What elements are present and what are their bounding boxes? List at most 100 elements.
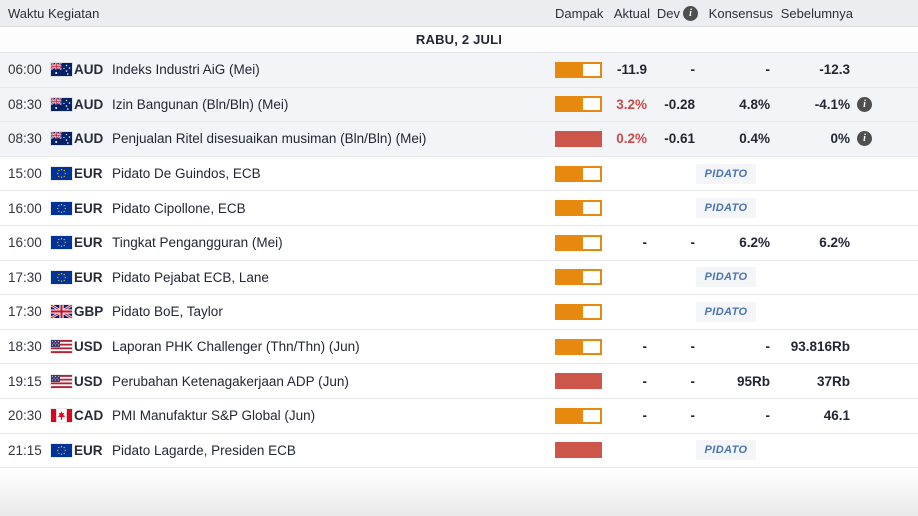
info-icon[interactable]: i: [857, 131, 872, 147]
info-slot: i: [850, 62, 907, 77]
event-values: 0.2% -0.61 0.4% 0% i: [602, 131, 907, 147]
dev-info-icon[interactable]: i: [683, 5, 698, 21]
currency-code: AUD: [74, 96, 104, 112]
actual-value: -: [642, 373, 648, 389]
speech-badge-area: PIDATO: [602, 198, 850, 219]
event-row[interactable]: 17:30 EUR Pidato Pejabat ECB, Lane PIDAT…: [0, 260, 918, 296]
event-row[interactable]: 15:00 EUR Pidato De Guindos, ECB PIDATO: [0, 156, 918, 192]
speech-badge[interactable]: PIDATO: [695, 301, 757, 322]
event-name[interactable]: Pidato De Guindos, ECB: [112, 166, 261, 182]
consensus-value: 6.2%: [739, 235, 770, 251]
event-values: - - 95Rb 37Rb i: [602, 374, 907, 389]
event-name[interactable]: PMI Manufaktur S&P Global (Jun): [112, 408, 316, 424]
event-row[interactable]: 18:30 USD Laporan PHK Challenger (Thn/Th…: [0, 329, 918, 365]
currency-code: AUD: [74, 62, 104, 78]
previous-value: 93.816Rb: [790, 339, 850, 355]
impact-indicator: [555, 303, 602, 320]
country-flag-icon: [51, 201, 74, 215]
consensus-value: -: [765, 62, 771, 78]
date-row: RABU, 2 JULI: [0, 27, 918, 53]
impact-indicator: [555, 61, 602, 78]
previous-value: 0%: [830, 131, 850, 147]
speech-badge[interactable]: PIDATO: [695, 440, 757, 461]
previous-value: -4.1%: [814, 96, 850, 112]
deviation-value: -0.61: [664, 131, 695, 147]
country-flag-icon: [51, 305, 74, 319]
event-time: 18:30: [8, 339, 42, 355]
event-row[interactable]: 20:30 CAD PMI Manufaktur S&P Global (Jun…: [0, 398, 918, 434]
currency-code: EUR: [74, 442, 103, 458]
col-header-dev: Dev i: [650, 5, 698, 21]
currency-code: CAD: [74, 408, 104, 424]
country-flag-icon: [51, 340, 74, 354]
event-time: 21:15: [8, 442, 42, 458]
impact-indicator: [555, 338, 602, 355]
speech-badge[interactable]: PIDATO: [695, 198, 757, 219]
col-header-kegiatan: Kegiatan: [48, 5, 100, 21]
currency-code: AUD: [74, 131, 104, 147]
currency-code: EUR: [74, 269, 103, 285]
actual-value: -: [642, 339, 648, 355]
event-time: 15:00: [8, 166, 42, 182]
speech-badge-area: PIDATO: [602, 301, 850, 322]
actual-value: -: [642, 408, 648, 424]
previous-value: 6.2%: [819, 235, 850, 251]
event-name[interactable]: Laporan PHK Challenger (Thn/Thn) (Jun): [112, 339, 360, 355]
event-name[interactable]: Pidato Lagarde, Presiden ECB: [112, 442, 296, 458]
info-icon[interactable]: i: [857, 96, 872, 112]
speech-badge[interactable]: PIDATO: [695, 163, 757, 184]
country-flag-icon: [51, 63, 74, 77]
impact-indicator: [555, 200, 602, 217]
currency-code: EUR: [74, 166, 103, 182]
event-row[interactable]: 16:00 EUR Pidato Cipollone, ECB PIDATO: [0, 191, 918, 226]
event-name[interactable]: Tingkat Pengangguran (Mei): [112, 235, 283, 251]
deviation-value: -: [690, 408, 696, 424]
impact-indicator: [555, 130, 602, 147]
country-flag-icon: [51, 374, 74, 388]
col-header-dampak: Dampak: [555, 5, 604, 21]
event-time: 06:00: [8, 62, 42, 78]
speech-badge-area: PIDATO: [602, 267, 850, 288]
event-values: - - 6.2% 6.2% i: [602, 235, 907, 250]
event-name[interactable]: Indeks Industri AiG (Mei): [112, 62, 260, 78]
event-name[interactable]: Pidato Cipollone, ECB: [112, 200, 246, 216]
currency-code: EUR: [74, 235, 103, 251]
deviation-value: -: [690, 339, 696, 355]
currency-code: USD: [74, 339, 103, 355]
consensus-value: 95Rb: [736, 373, 770, 389]
event-name[interactable]: Penjualan Ritel disesuaikan musiman (Bln…: [112, 131, 427, 147]
event-row[interactable]: 16:00 EUR Tingkat Pengangguran (Mei) - -…: [0, 225, 918, 261]
event-row[interactable]: 06:00 AUD Indeks Industri AiG (Mei) -11.…: [0, 53, 918, 88]
event-row[interactable]: 17:30 GBP Pidato BoE, Taylor PIDATO: [0, 295, 918, 330]
event-row[interactable]: 21:15 EUR Pidato Lagarde, Presiden ECB P…: [0, 433, 918, 469]
country-flag-icon: [51, 270, 74, 284]
event-row[interactable]: 19:15 USD Perubahan Ketenagakerjaan ADP …: [0, 364, 918, 399]
event-values: - - - 46.1 i: [602, 408, 907, 423]
impact-indicator: [555, 96, 602, 113]
currency-code: EUR: [74, 200, 103, 216]
previous-value: -12.3: [819, 62, 850, 78]
country-flag-icon: [51, 167, 74, 181]
event-name[interactable]: Izin Bangunan (Bln/Bln) (Mei): [112, 96, 289, 112]
event-time: 16:00: [8, 235, 42, 251]
country-flag-icon: [51, 409, 74, 423]
currency-code: USD: [74, 373, 103, 389]
impact-indicator: [555, 373, 602, 390]
event-name[interactable]: Pidato Pejabat ECB, Lane: [112, 269, 269, 285]
event-name[interactable]: Perubahan Ketenagakerjaan ADP (Jun): [112, 373, 349, 389]
previous-value: 46.1: [823, 408, 850, 424]
col-header-dev-label: Dev: [656, 5, 680, 21]
info-slot: i: [850, 96, 907, 112]
event-time: 08:30: [8, 131, 42, 147]
impact-indicator: [555, 234, 602, 251]
currency-code: GBP: [74, 304, 104, 320]
impact-indicator: [555, 407, 602, 424]
event-name[interactable]: Pidato BoE, Taylor: [112, 304, 223, 320]
speech-badge[interactable]: PIDATO: [695, 267, 757, 288]
deviation-value: -: [690, 62, 696, 78]
event-time: 16:00: [8, 200, 42, 216]
col-header-waktu: Waktu: [8, 5, 45, 21]
event-row[interactable]: 08:30 AUD Penjualan Ritel disesuaikan mu…: [0, 122, 918, 157]
country-flag-icon: [51, 132, 74, 146]
event-row[interactable]: 08:30 AUD Izin Bangunan (Bln/Bln) (Mei) …: [0, 87, 918, 123]
